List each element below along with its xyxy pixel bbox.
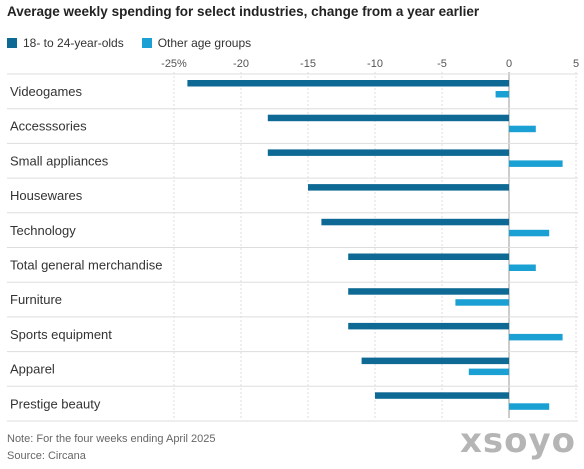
legend-item-young: 18- to 24-year-olds [7,36,124,50]
bar-18-24 [267,149,509,156]
bar-other-ages [468,368,509,376]
legend-swatch-young [7,38,17,48]
bar-18-24 [321,218,509,226]
legend-item-other: Other age groups [141,36,252,50]
legend-swatch-other [141,38,152,48]
category-label: Technology [10,223,76,238]
category-label: Apparel [10,362,55,377]
category-label: Prestige beauty [10,396,101,411]
bar-other-ages [509,229,550,237]
bar-18-24 [267,114,509,122]
chart-title: Average weekly spending for select indus… [7,4,480,19]
x-tick-label: -15 [300,58,316,70]
legend-label-young: 18- to 24-year-olds [23,36,124,50]
bar-other-ages [509,125,536,133]
x-tick-label: -20 [233,58,249,70]
bar-other-ages [509,333,563,341]
x-tick-label: -5 [437,58,447,70]
bar-chart: -25% -20 -15 -10 -5 0 5 Videogames Accesssories S… [7,58,579,422]
category-label: Small appliances [10,153,109,168]
bar-other-ages [509,160,563,167]
bar-18-24 [187,80,509,87]
bar-other-ages [495,91,509,98]
bar-18-24 [375,392,509,399]
x-tick-label: 0 [506,58,512,70]
chart-note: Note: For the four weeks ending April 20… [7,433,216,445]
chart-source: Source: Circana [7,450,86,462]
category-label: Sports equipment [10,327,112,342]
bar-other-ages [509,403,550,410]
bar-18-24 [348,322,509,330]
legend: 18- to 24-year-olds Other age groups [7,36,269,50]
bar-18-24 [308,184,509,191]
bar-other-ages [455,299,509,306]
category-label: Furniture [10,292,62,307]
category-label: Videogames [10,84,83,99]
category-label: Total general merchandise [10,258,162,273]
watermark-logo: xsoyo [459,421,576,461]
bar-other-ages [509,264,536,271]
x-tick-label: 5 [573,58,579,70]
legend-label-other: Other age groups [157,36,252,50]
x-tick-label: -10 [367,58,383,70]
bar-18-24 [348,288,509,295]
x-tick-label: -25% [161,58,187,70]
category-label: Housewares [10,188,83,203]
bar-18-24 [361,357,509,365]
category-label: Accesssories [10,119,87,134]
bar-18-24 [348,253,509,260]
